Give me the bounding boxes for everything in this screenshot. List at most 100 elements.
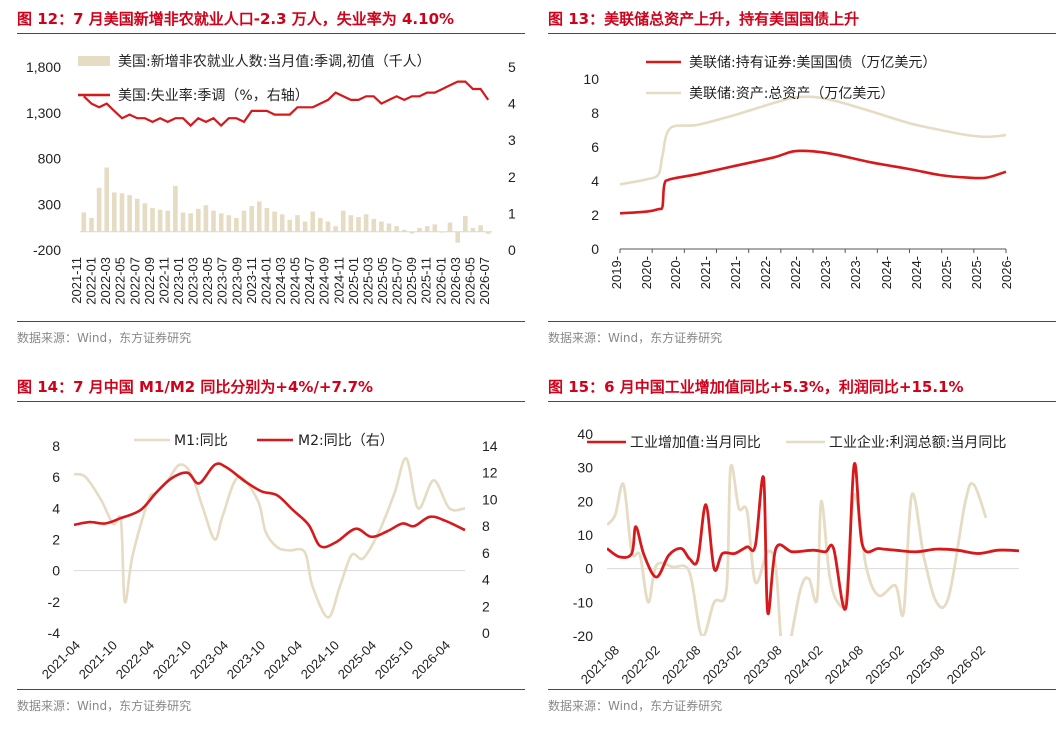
- payroll-bar: [340, 210, 346, 232]
- payroll-bar: [134, 198, 140, 232]
- payroll-bar: [440, 231, 445, 233]
- m2-line: [73, 462, 466, 549]
- x-tick-label: 2023-05: [200, 257, 215, 305]
- x-tick-label: 2024-: [879, 256, 894, 289]
- y-tick-label: 0: [52, 563, 60, 579]
- payroll-bar: [264, 207, 270, 232]
- x-tick-label: 2022-08: [659, 643, 703, 687]
- x-tick-label: 2024-03: [273, 257, 288, 305]
- y-tick-label: 10: [583, 71, 599, 87]
- x-tick-label: 2021-11: [69, 257, 84, 304]
- payroll-bar: [257, 201, 262, 232]
- payroll-bar: [470, 228, 476, 232]
- source-note: 数据来源：Wind，东方证券研究: [548, 699, 723, 713]
- y2-tick-label: 10: [482, 491, 498, 507]
- legend-label-m1: M1:同比: [174, 433, 228, 449]
- m1-line: [73, 457, 466, 619]
- source-rule: [17, 689, 525, 690]
- legend-label-profit: 工业企业:利润总额:当月同比: [829, 434, 1006, 451]
- payroll-bar: [234, 218, 239, 232]
- payroll-bar: [386, 223, 392, 232]
- y2-tick-label: 14: [482, 438, 498, 454]
- x-tick-label: 2024-07: [302, 257, 317, 305]
- legend-label-unemployment: 美国:失业率:季调（%，右轴）: [118, 87, 309, 104]
- y2-tick-label: 3: [508, 132, 516, 148]
- y-tick-label: 6: [591, 139, 599, 155]
- payroll-bar: [325, 221, 331, 232]
- y2-tick-label: 1: [508, 205, 516, 221]
- y2-tick-label: 12: [482, 465, 498, 481]
- y-tick-label: -200: [33, 242, 61, 258]
- payroll-bar: [485, 231, 491, 234]
- payroll-bar: [363, 214, 369, 232]
- payroll-bar: [379, 221, 384, 232]
- x-tick-label: 2024-08: [822, 643, 866, 687]
- payroll-bar: [142, 203, 148, 232]
- x-tick-label: 2023-07: [215, 257, 230, 305]
- source-rule: [548, 689, 1056, 690]
- title-rule: [17, 33, 525, 34]
- payroll-bar: [310, 211, 315, 232]
- x-tick-label: 2023-: [848, 256, 863, 289]
- title-rule: [548, 401, 1056, 402]
- title-rule: [17, 401, 525, 402]
- x-tick-label: 2023-04: [187, 638, 231, 682]
- payroll-bar: [173, 185, 178, 232]
- y-tick-label: 30: [577, 460, 593, 476]
- y-tick-label: 4: [591, 173, 599, 189]
- x-tick-label: 2022-07: [127, 257, 142, 305]
- y2-tick-label: 2: [482, 598, 490, 614]
- payroll-bar: [295, 215, 300, 232]
- panel-us-payrolls: 图 12：7 月美国新增非农就业人口-2.3 万人，失业率为 4.10% 1,8…: [0, 0, 530, 368]
- y-tick-label: 8: [591, 105, 599, 121]
- total-assets-line: [619, 95, 1007, 186]
- x-tick-label: 2022-05: [113, 257, 128, 305]
- payroll-bar: [150, 207, 155, 232]
- panel-title: 图 14：7 月中国 M1/M2 同比分别为+4%/+7.7%: [17, 378, 374, 396]
- x-tick-label: 2021-: [698, 256, 713, 289]
- payroll-bar: [279, 214, 285, 232]
- x-tick-label: 2026-05: [462, 257, 477, 305]
- payroll-bar: [455, 231, 460, 243]
- payroll-bar: [348, 215, 354, 232]
- y-tick-label: 40: [577, 426, 593, 442]
- chart-m1-m2: 8 6 4 2 0 -2 -4 14 12 10 8 6 4 2 0 2021-042021-102022-0…: [39, 433, 498, 682]
- payroll-bar: [478, 225, 483, 232]
- y-tick-label: 0: [591, 241, 599, 257]
- x-tick-label: 2025-10: [372, 638, 416, 682]
- x-tick-label: 2025-08: [903, 643, 947, 687]
- x-tick-label: 2025-07: [390, 257, 405, 305]
- x-tick-label: 2024-11: [331, 257, 346, 304]
- x-tick-label: 2023-11: [244, 257, 259, 304]
- x-tick-label: 2022-04: [113, 638, 157, 682]
- x-tick-label: 2026-01: [433, 257, 448, 305]
- y-tick-label: 300: [38, 196, 62, 212]
- x-tick-label: 2026-04: [409, 638, 453, 682]
- x-tick-label: 2025-: [939, 256, 954, 289]
- unemployment-line: [83, 80, 490, 128]
- payroll-bar: [402, 229, 407, 232]
- y-tick-label: 1,800: [26, 59, 61, 75]
- x-tick-label: 2023-01: [171, 257, 186, 305]
- y-tick-label: 800: [38, 151, 62, 167]
- payroll-bar: [287, 219, 293, 232]
- payroll-bar: [211, 210, 216, 232]
- payroll-bar: [272, 211, 277, 232]
- x-tick-label: 2021-08: [578, 643, 622, 687]
- y-tick-label: 6: [52, 469, 60, 485]
- payroll-bar: [96, 187, 102, 232]
- x-tick-label: 2025-02: [862, 643, 906, 687]
- payroll-bar: [119, 193, 125, 232]
- y2-tick-label: 2: [508, 169, 516, 185]
- payroll-bar: [104, 167, 109, 232]
- x-tick-label: 2023-08: [740, 643, 784, 687]
- payroll-bar: [157, 209, 163, 232]
- y-tick-label: 2: [52, 532, 60, 548]
- legend-swatch-payrolls: [78, 56, 110, 66]
- payroll-bar: [302, 221, 308, 232]
- x-tick-label: 2026-03: [448, 257, 463, 305]
- y2-tick-label: 4: [482, 572, 490, 588]
- y2-tick-label: 6: [482, 545, 490, 561]
- payroll-bar: [356, 217, 361, 232]
- x-tick-label: 2026-07: [477, 257, 492, 305]
